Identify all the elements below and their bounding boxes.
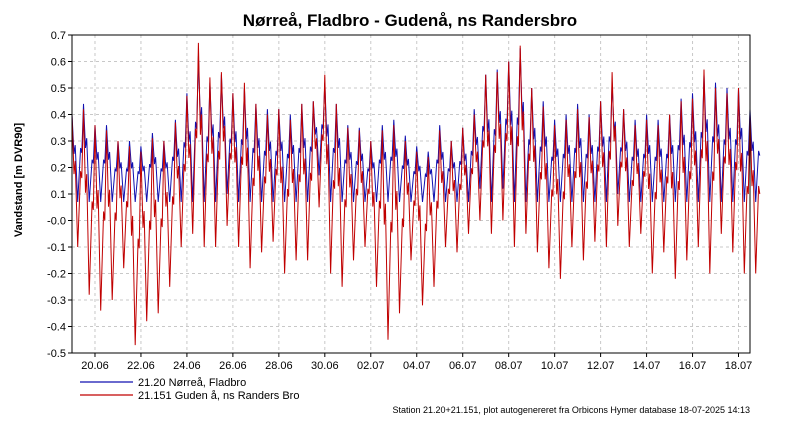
y-tick-label: -0.2 xyxy=(47,269,66,281)
y-tick-label: 0.1 xyxy=(51,189,66,201)
x-tick-label: 18.07 xyxy=(725,360,753,372)
y-axis-label: Vandstand [m DVR90] xyxy=(13,123,25,238)
x-tick-label: 22.06 xyxy=(127,360,155,372)
legend: 21.20 Nørreå, Fladbro 21.151 Guden å, ns… xyxy=(80,377,299,402)
y-ticks: -0.5 -0.4 -0.3 -0.2 -0.1 -0.0 0.1 0.2 0.3 0.4 0.5 0… xyxy=(47,30,72,360)
y-tick-label: -0.1 xyxy=(47,242,66,254)
x-tick-label: 02.07 xyxy=(357,360,385,372)
x-tick-label: 20.06 xyxy=(81,360,109,372)
x-tick-label: 16.07 xyxy=(679,360,707,372)
y-tick-label: 0.5 xyxy=(51,83,66,95)
y-tick-label: 0.6 xyxy=(51,57,66,69)
x-tick-label: 14.07 xyxy=(633,360,661,372)
chart-title: Nørreå, Fladbro - Gudenå, ns Randersbro xyxy=(243,11,577,30)
x-tick-label: 04.07 xyxy=(403,360,431,372)
y-tick-label: -0.3 xyxy=(47,295,66,307)
y-tick-label: -0.4 xyxy=(47,322,66,334)
y-tick-label: -0.0 xyxy=(47,216,66,228)
x-tick-label: 24.06 xyxy=(173,360,201,372)
x-tick-label: 30.06 xyxy=(311,360,339,372)
x-tick-label: 06.07 xyxy=(449,360,477,372)
y-tick-label: 0.3 xyxy=(51,136,66,148)
x-tick-label: 28.06 xyxy=(265,360,293,372)
series-line-guden-aa xyxy=(71,42,761,346)
y-tick-label: 0.7 xyxy=(51,30,66,42)
y-tick-label: 0.2 xyxy=(51,163,66,175)
legend-label-series-1: 21.20 Nørreå, Fladbro xyxy=(138,377,246,389)
x-tick-label: 08.07 xyxy=(495,360,523,372)
chart-footer: Station 21.20+21.151, plot autogenereret… xyxy=(393,405,751,415)
y-tick-label: 0.4 xyxy=(51,110,66,122)
x-tick-label: 10.07 xyxy=(541,360,569,372)
x-ticks: 20.06 22.06 24.06 26.06 28.06 30.06 02.07 04.07… xyxy=(81,353,752,372)
series-layer xyxy=(71,42,761,346)
x-tick-label: 26.06 xyxy=(219,360,247,372)
x-tick-label: 12.07 xyxy=(587,360,615,372)
y-tick-label: -0.5 xyxy=(47,348,66,360)
legend-label-series-2: 21.151 Guden å, ns Randers Bro xyxy=(138,390,299,402)
